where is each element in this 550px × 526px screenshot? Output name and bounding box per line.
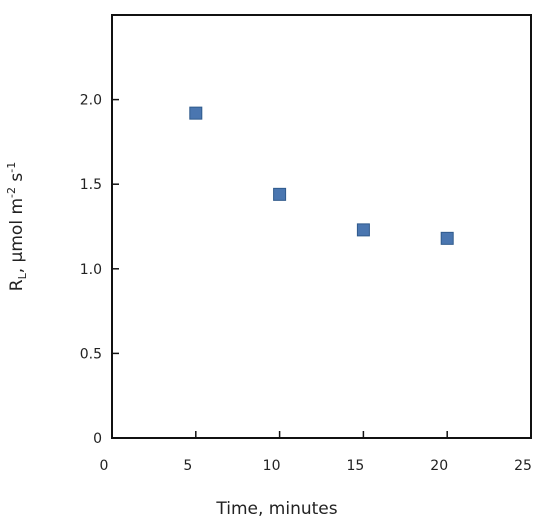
data-point: [356, 223, 370, 237]
x-axis-title: Time, minutes: [215, 499, 337, 519]
x-tick-label: 20: [430, 458, 448, 474]
x-tick-label: 25: [514, 458, 532, 474]
data-point: [440, 231, 454, 245]
y-axis-unit-prefix: , µmol m: [7, 198, 27, 273]
data-points-layer: [189, 106, 454, 245]
x-tick-label: 0: [100, 458, 109, 474]
x-tick-label: 10: [263, 458, 281, 474]
y-tick-label: 1.5: [80, 177, 102, 193]
ticks-layer: 0 0.5 1.0 1.5 2.0 0 5 10 15 20 25: [80, 93, 532, 474]
y-axis-symbol: R: [7, 279, 27, 291]
y-tick-label: 0.5: [80, 346, 102, 362]
y-axis-unit-exp2: -1: [5, 162, 18, 173]
y-axis-unit-exp1: -2: [5, 187, 18, 198]
x-tick-label: 15: [346, 458, 364, 474]
y-tick-label: 0: [93, 431, 102, 447]
data-point: [189, 106, 203, 120]
y-tick-label: 2.0: [80, 93, 102, 109]
data-point: [273, 187, 287, 201]
plot-frame: [111, 14, 532, 439]
x-tick-label: 5: [183, 458, 192, 474]
y-axis-unit-mid: s: [7, 173, 27, 187]
y-axis-title: RL, µmol m-2 s-1: [5, 162, 29, 291]
y-tick-label: 1.0: [80, 262, 102, 278]
plot-frame-layer: [111, 14, 532, 439]
y-axis-subscript: L: [16, 272, 29, 279]
